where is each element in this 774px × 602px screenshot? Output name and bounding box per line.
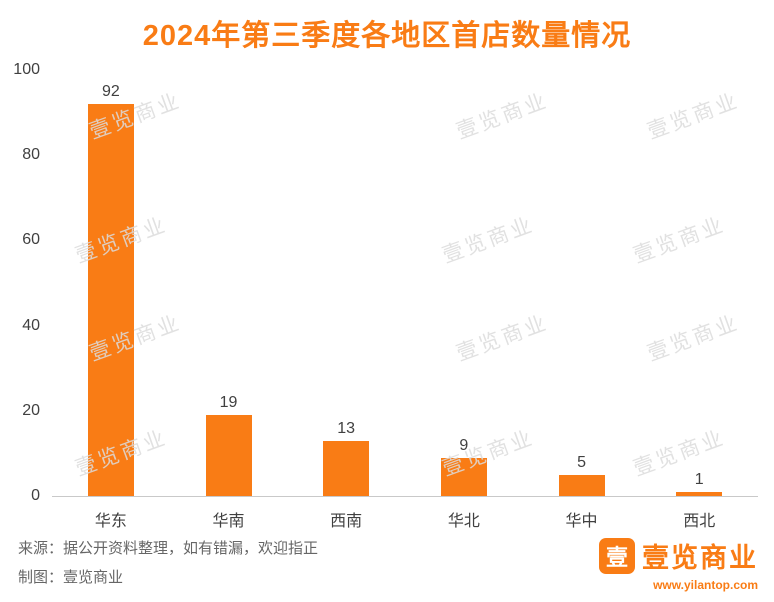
brand-logo: 壹 壹览商业 www.yilantop.com	[599, 536, 758, 592]
bar-value-label: 9	[459, 436, 469, 454]
yilan-logo-icon: 壹	[599, 537, 635, 574]
bar-value-label: 19	[219, 394, 238, 412]
bar	[205, 415, 252, 496]
x-axis-category-label: 西南	[330, 513, 363, 530]
x-axis-category-label: 西北	[683, 513, 716, 530]
x-axis-category-label: 华南	[212, 513, 245, 530]
plot-area: 0 20 40 60 80 100 92 19 13 9 5 1	[13, 61, 758, 504]
logo-glyph: 壹	[605, 544, 628, 570]
bar-column: 92	[52, 70, 170, 496]
source-line: 来源：据公开资料整理，如有错漏，欢迎指正	[18, 540, 319, 557]
bar	[676, 491, 723, 496]
x-axis-category-label: 华东	[94, 513, 127, 530]
footer: 来源：据公开资料整理，如有错漏，欢迎指正 制图：壹览商业 壹 壹览商业 www.…	[18, 535, 758, 592]
bar-value-label: 5	[577, 453, 586, 471]
bar-column: 5	[523, 70, 641, 496]
bar	[558, 474, 605, 496]
credit-line: 制图：壹览商业	[18, 568, 124, 586]
bar-value-label: 92	[101, 83, 120, 101]
x-axis-category-label: 华北	[447, 513, 480, 530]
bar	[440, 457, 487, 496]
y-axis-tick-label: 20	[22, 401, 40, 419]
chart-title: 2024年第三季度各地区首店数量情况	[142, 20, 632, 52]
brand-name: 壹览商业	[642, 543, 758, 573]
bar-value-label: 1	[694, 470, 704, 488]
y-axis-tick-label: 40	[22, 316, 40, 334]
bar-column: 13	[287, 70, 405, 496]
y-axis-tick-label: 60	[22, 231, 40, 249]
y-axis-tick-label: 80	[22, 146, 40, 164]
y-axis-tick-label: 0	[31, 487, 40, 504]
bar-value-label: 13	[337, 419, 356, 437]
brand-website: www.yilantop.com	[653, 578, 758, 592]
bar	[87, 104, 134, 496]
y-axis-tick-label: 100	[13, 61, 40, 78]
bar-column: 9	[405, 70, 523, 496]
bar	[323, 440, 370, 496]
bar-column: 1	[640, 70, 758, 496]
bar-chart: 0 20 40 60 80 100 92 19 13 9 5 1 华东 华南 西南 华北 华中 西北 壹览商业壹…	[13, 61, 758, 531]
bar-column: 19	[170, 70, 288, 496]
x-axis: 华东 华南 西南 华北 华中 西北	[52, 497, 758, 531]
source-note: 来源：据公开资料整理，如有错漏，欢迎指正 制图：壹览商业	[18, 535, 318, 592]
x-axis-category-label: 华中	[565, 513, 598, 530]
